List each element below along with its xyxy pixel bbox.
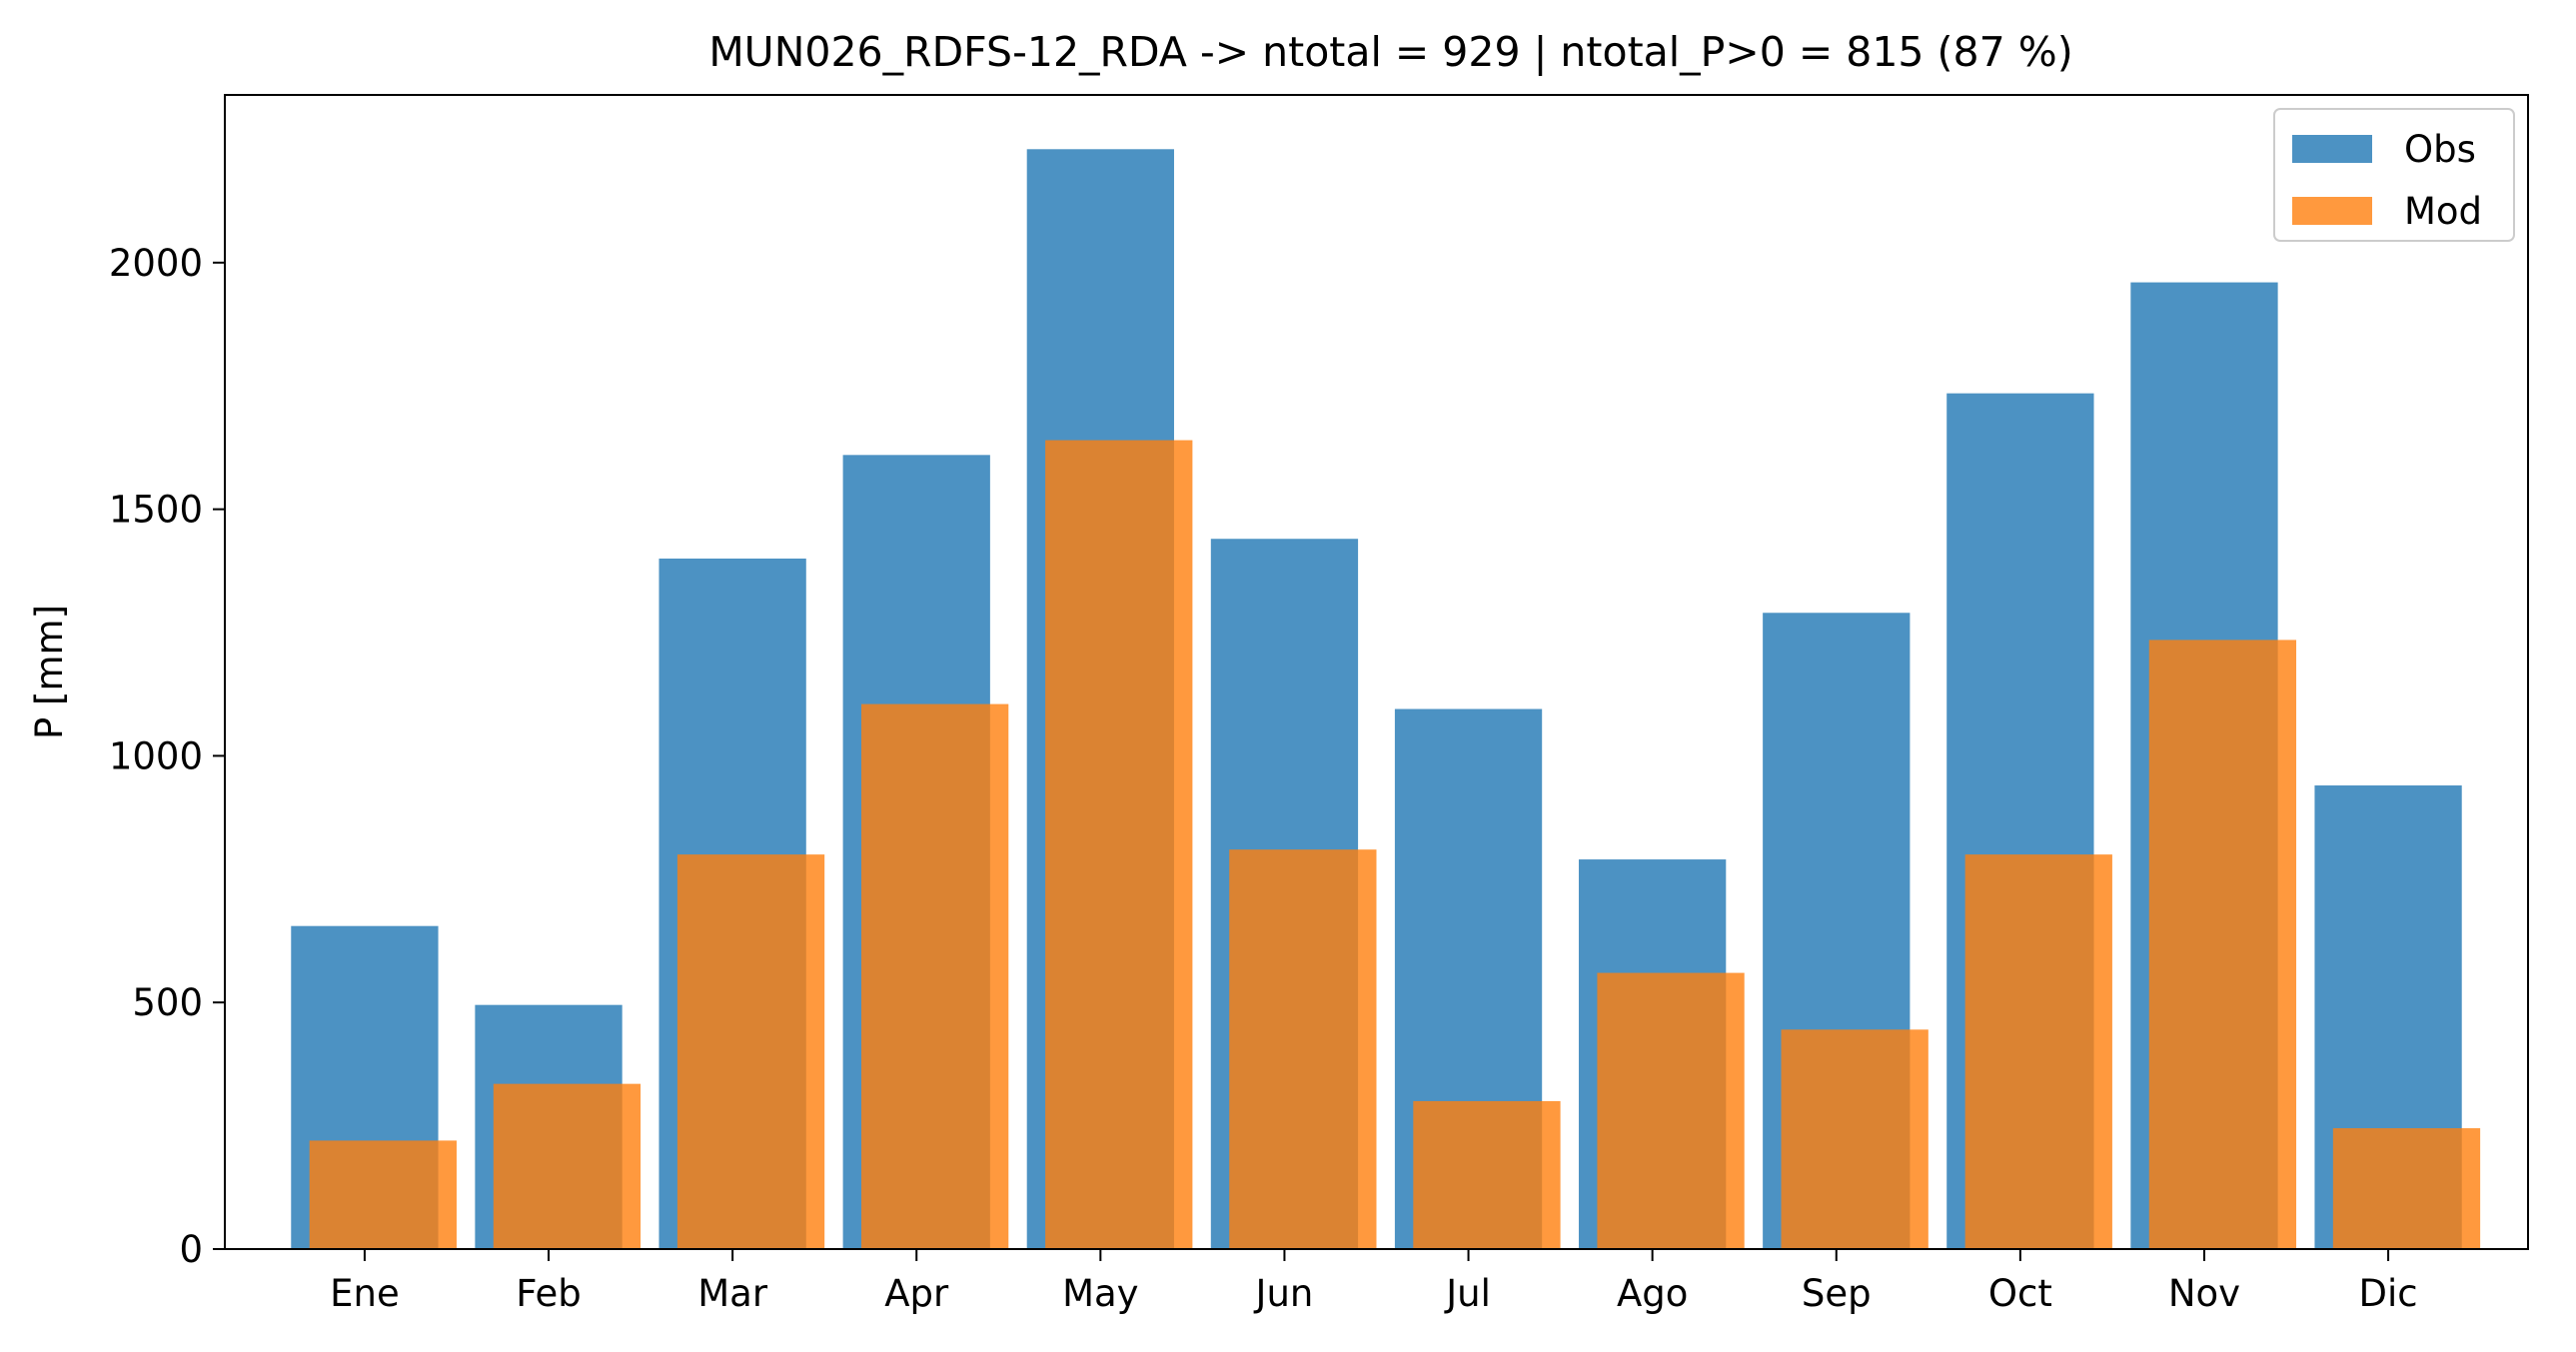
y-tick-label: 1500 <box>109 489 203 532</box>
y-axis-label: P [mm] <box>28 605 71 739</box>
legend-swatch-obs <box>2292 135 2372 163</box>
bar-mod-jun <box>1229 849 1377 1249</box>
x-tick-label: Dic <box>2359 1272 2418 1315</box>
x-tick-label: Mar <box>697 1272 768 1315</box>
chart-title: MUN026_RDFS-12_RDA -> ntotal = 929 | nto… <box>708 28 2072 76</box>
y-tick-label: 2000 <box>109 242 203 285</box>
y-tick-label: 500 <box>132 981 203 1024</box>
bar-mod-nov <box>2148 640 2297 1249</box>
x-tick-label: Apr <box>884 1272 949 1315</box>
x-tick-label: Feb <box>516 1272 582 1315</box>
legend: Obs Mod <box>2273 108 2515 242</box>
legend-label-mod: Mod <box>2404 190 2482 233</box>
bar-mod-sep <box>1781 1029 1929 1249</box>
x-tick-label: Sep <box>1802 1272 1872 1315</box>
bar-mod-mar <box>676 854 825 1249</box>
y-tick-label: 1000 <box>109 734 203 777</box>
plot-frame <box>224 94 2529 1250</box>
x-tick-label: Nov <box>2168 1272 2240 1315</box>
bar-mod-oct <box>1964 854 2112 1249</box>
bar-mod-may <box>1045 440 1193 1249</box>
bar-mod-jul <box>1413 1100 1561 1249</box>
bar-mod-ago <box>1597 972 1745 1249</box>
legend-swatch-mod <box>2292 197 2372 225</box>
bar-mod-dic <box>2332 1128 2481 1249</box>
legend-label-obs: Obs <box>2404 128 2476 171</box>
bar-mod-apr <box>861 703 1009 1249</box>
axes-layer: 0 500 1000 1500 2000 Ene Feb Mar Apr May Jun Jul Ago… <box>109 94 2529 1315</box>
x-tick-label: Jul <box>1444 1272 1491 1315</box>
y-tick-label: 0 <box>179 1228 203 1271</box>
bars-layer <box>291 149 2481 1250</box>
x-tick-label: May <box>1062 1272 1139 1315</box>
x-tick-label: Oct <box>1988 1272 2052 1315</box>
x-tick-label: Jun <box>1254 1272 1314 1315</box>
x-tick-label: Ene <box>330 1272 400 1315</box>
x-tick-label: Ago <box>1617 1272 1688 1315</box>
bar-mod-feb <box>493 1083 642 1249</box>
bar-mod-ene <box>309 1140 457 1249</box>
